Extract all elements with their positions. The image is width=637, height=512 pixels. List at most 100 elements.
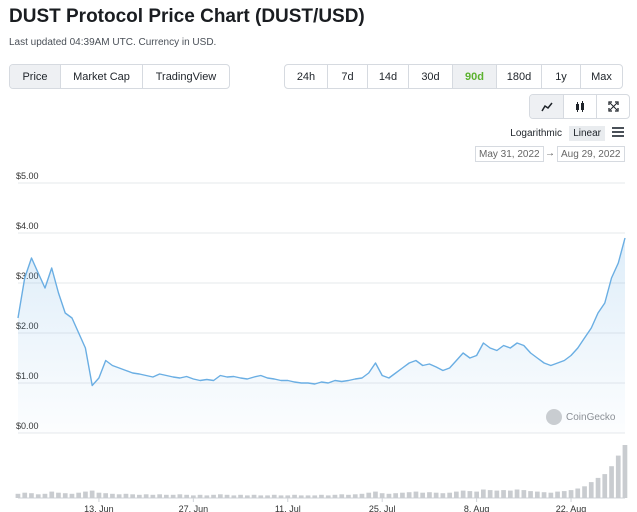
volume-bar <box>460 490 466 498</box>
volume-bar <box>49 491 55 498</box>
volume-bar <box>312 495 318 499</box>
volume-bar <box>379 493 385 498</box>
volume-bar <box>535 491 540 498</box>
x-tick-label: 22. Aug <box>556 504 587 512</box>
menu-icon[interactable] <box>612 127 624 137</box>
volume-bar <box>15 493 21 498</box>
y-tick-label: $4.00 <box>16 221 39 231</box>
volume-bar <box>386 493 392 498</box>
last-updated: Last updated 04:39AM UTC. Currency in US… <box>9 37 217 48</box>
volume-bar <box>393 493 398 498</box>
volume-bar <box>474 491 479 498</box>
volume-bar <box>332 494 338 498</box>
range-7d[interactable]: 7d <box>327 65 367 88</box>
logarithmic-toggle[interactable]: Logarithmic <box>510 128 562 139</box>
volume-bar <box>69 493 75 498</box>
volume-bar <box>359 493 365 498</box>
range-180d[interactable]: 180d <box>496 65 541 88</box>
volume-bar <box>352 494 358 498</box>
volume-bar <box>615 455 621 498</box>
volume-bar <box>211 494 216 498</box>
x-tick-label: 13. Jun <box>84 504 114 512</box>
volume-bar <box>568 490 574 498</box>
volume-bar <box>130 494 135 498</box>
range-24h[interactable]: 24h <box>296 70 316 83</box>
volume-bar <box>231 495 237 499</box>
y-tick-label: $5.00 <box>16 171 39 181</box>
volume-bar <box>494 490 500 498</box>
volume-bar <box>366 492 372 498</box>
volume-bar <box>575 488 581 498</box>
volume-bar <box>595 477 601 498</box>
volume-bar <box>251 494 257 498</box>
expand-icon[interactable] <box>596 95 629 118</box>
range-90d[interactable]: 90d <box>452 65 496 88</box>
range-30d[interactable]: 30d <box>408 65 452 88</box>
price-area <box>18 238 625 433</box>
volume-bar <box>170 494 176 498</box>
volume-bar <box>150 494 156 498</box>
volume-bar <box>373 491 378 498</box>
volume-bar <box>157 494 162 498</box>
x-tick-label: 8. Aug <box>464 504 490 512</box>
volume-bar <box>42 493 48 498</box>
volume-bar <box>29 493 34 498</box>
range-selector: 24h 7d 14d 30d 90d 180d 1y Max <box>284 64 623 89</box>
volume-bar <box>588 482 594 498</box>
volume-bar <box>413 491 419 498</box>
volume-bar <box>224 494 230 498</box>
range-14d[interactable]: 14d <box>367 65 408 88</box>
tab-tradingview[interactable]: TradingView <box>142 65 229 88</box>
date-to[interactable]: Aug 29, 2022 <box>557 146 625 162</box>
volume-bar <box>561 491 567 498</box>
volume-bar <box>292 494 297 498</box>
x-tick-label: 25. Jul <box>369 504 396 512</box>
volume-bar <box>258 495 264 499</box>
chart-tabs: Price Market Cap TradingView <box>9 64 230 89</box>
volume-bar <box>582 486 587 498</box>
x-tick-label: 11. Jul <box>275 504 301 512</box>
volume-bar <box>123 493 129 498</box>
range-max[interactable]: Max <box>580 65 622 88</box>
volume-bar <box>89 490 95 498</box>
date-from[interactable]: May 31, 2022 <box>475 146 544 162</box>
volume-bar <box>83 491 88 498</box>
volume-bar <box>62 493 68 498</box>
volume-bar <box>528 491 533 498</box>
volume-bar <box>541 492 547 498</box>
volume-bar <box>298 495 304 499</box>
tab-price[interactable]: Price <box>10 65 60 88</box>
volume-bar <box>265 495 270 499</box>
volume-bar <box>521 490 527 498</box>
x-tick-label: 27. Jun <box>179 504 209 512</box>
candlestick-icon[interactable] <box>563 95 596 118</box>
linear-toggle[interactable]: Linear <box>569 126 605 141</box>
volume-bar <box>197 494 203 498</box>
volume-bar <box>406 492 412 498</box>
volume-bar <box>204 495 210 499</box>
volume-bar <box>602 474 608 498</box>
volume-bar <box>433 492 439 498</box>
volume-bar <box>555 491 560 498</box>
range-1y[interactable]: 1y <box>541 65 580 88</box>
watermark-text: CoinGecko <box>566 411 616 423</box>
volume-bar <box>22 492 28 498</box>
volume-bar <box>143 494 149 498</box>
volume-bar <box>501 490 506 498</box>
volume-bar <box>440 493 446 498</box>
volume-bar <box>514 489 520 498</box>
volume-bar <box>400 492 405 498</box>
volume-bar <box>164 494 169 498</box>
volume-bar <box>319 494 324 498</box>
line-chart-icon[interactable] <box>530 95 563 118</box>
volume-bar <box>56 492 61 498</box>
volume-bar <box>278 495 284 499</box>
volume-bar <box>508 490 513 498</box>
volume-bar <box>609 466 614 498</box>
volume-bar <box>339 494 345 498</box>
volume-bar <box>467 491 473 498</box>
page-title: DUST Protocol Price Chart (DUST/USD) <box>9 6 365 27</box>
volume-bar <box>218 494 223 498</box>
tab-market-cap[interactable]: Market Cap <box>60 65 142 88</box>
